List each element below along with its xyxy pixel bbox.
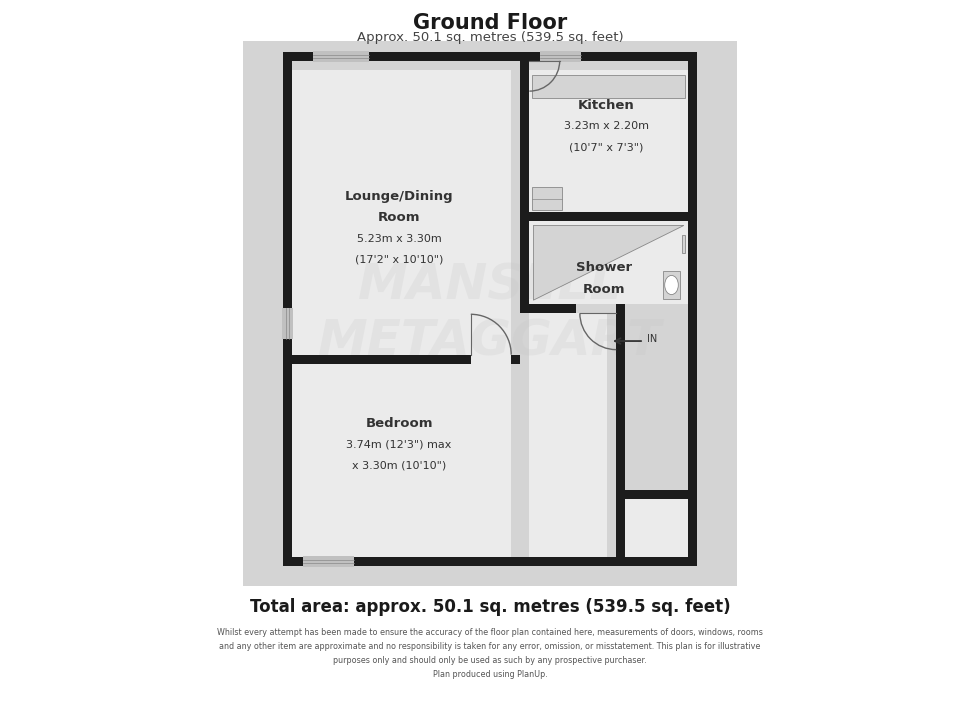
- Bar: [662, 271, 680, 299]
- Text: Room: Room: [582, 283, 625, 295]
- Bar: [520, 52, 529, 313]
- Text: x 3.30m (10'10"): x 3.30m (10'10"): [352, 461, 446, 471]
- Text: IN: IN: [647, 333, 657, 343]
- Bar: [529, 304, 576, 313]
- Bar: [529, 490, 608, 557]
- Ellipse shape: [664, 276, 678, 295]
- Bar: [688, 52, 697, 566]
- Bar: [283, 52, 697, 61]
- Bar: [283, 52, 292, 566]
- Text: Shower: Shower: [575, 261, 632, 274]
- Bar: [616, 304, 625, 490]
- Text: MANSELL
METAGGART: MANSELL METAGGART: [318, 261, 662, 365]
- Text: Whilst every attempt has been made to ensure the accuracy of the floor plan cont: Whilst every attempt has been made to en…: [217, 628, 763, 679]
- Bar: [314, 51, 368, 62]
- Polygon shape: [533, 226, 684, 300]
- Bar: [682, 235, 685, 253]
- Bar: [625, 313, 697, 490]
- Bar: [512, 355, 520, 364]
- Text: (17'2" x 10'10"): (17'2" x 10'10"): [355, 255, 443, 265]
- Text: Bedroom: Bedroom: [366, 417, 433, 430]
- Text: Approx. 50.1 sq. metres (539.5 sq. feet): Approx. 50.1 sq. metres (539.5 sq. feet): [357, 31, 623, 44]
- Text: 5.23m x 3.30m: 5.23m x 3.30m: [357, 234, 442, 244]
- Bar: [616, 490, 697, 499]
- Bar: [529, 212, 688, 304]
- Bar: [529, 70, 688, 212]
- Bar: [282, 308, 293, 338]
- Bar: [292, 70, 512, 364]
- Text: Lounge/Dining: Lounge/Dining: [345, 189, 454, 203]
- Bar: [625, 313, 688, 557]
- Bar: [532, 187, 563, 210]
- Text: 3.23m x 2.20m: 3.23m x 2.20m: [564, 122, 649, 132]
- Bar: [529, 212, 697, 221]
- Text: (10'7" x 7'3"): (10'7" x 7'3"): [569, 142, 643, 152]
- Bar: [303, 555, 354, 567]
- Text: Ground Floor: Ground Floor: [413, 13, 567, 33]
- Bar: [529, 313, 608, 490]
- Text: Room: Room: [378, 211, 420, 224]
- Text: Total area: approx. 50.1 sq. metres (539.5 sq. feet): Total area: approx. 50.1 sq. metres (539…: [250, 597, 730, 616]
- Text: Kitchen: Kitchen: [578, 99, 634, 112]
- Bar: [541, 51, 581, 62]
- Text: 3.74m (12'3") max: 3.74m (12'3") max: [347, 439, 452, 449]
- Bar: [616, 481, 625, 566]
- Bar: [283, 355, 470, 364]
- Bar: [292, 364, 512, 557]
- Bar: [532, 75, 685, 98]
- Bar: [283, 557, 697, 566]
